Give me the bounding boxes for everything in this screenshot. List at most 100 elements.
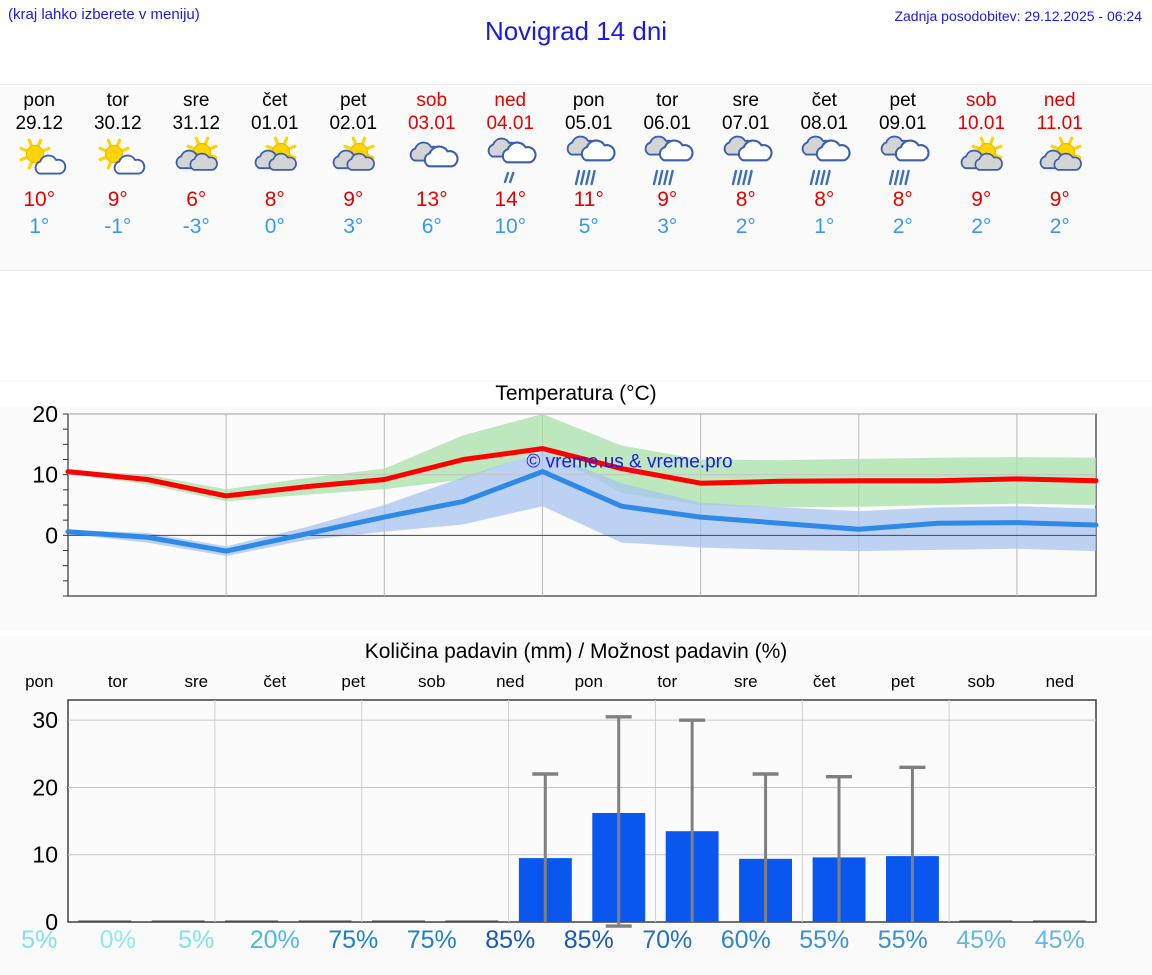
- rain-icon: [550, 135, 629, 186]
- precipitation-probability: 55%: [799, 926, 850, 954]
- precipitation-day-label: sre: [733, 672, 758, 691]
- rain-icon: [707, 135, 786, 186]
- forecast-day-column[interactable]: pon 29.12 10° 1°: [0, 85, 79, 240]
- precipitation-probability: 20%: [249, 926, 300, 954]
- day-temp-min: 3°: [343, 215, 364, 238]
- forecast-day-column[interactable]: pon 05.01 11° 5°: [550, 85, 629, 240]
- day-temp-max: 9°: [107, 188, 128, 211]
- day-name: tor: [106, 90, 129, 111]
- forecast-days-row: pon 29.12 10° 1° tor 30.12 9° -1° sre 31.12 6° -…: [0, 85, 1152, 240]
- precipitation-day-label: tor: [657, 672, 678, 691]
- precipitation-day-label: tor: [107, 672, 128, 691]
- day-temp-max: 6°: [186, 188, 207, 211]
- forecast-day-column[interactable]: pet 09.01 8° 2°: [864, 85, 943, 240]
- page-title: Novigrad 14 dni: [484, 16, 668, 46]
- temperature-plot: 0 10 20 © vreme.us & vreme.pro: [32, 406, 1099, 597]
- precipitation-day-label: čet: [812, 672, 836, 691]
- day-temp-max: 14°: [494, 188, 527, 211]
- sun-cloud-icon: [1021, 136, 1100, 186]
- precipitation-day-label: sre: [184, 672, 209, 691]
- day-date: 02.01: [329, 113, 378, 134]
- precipitation-day-labels: pon tor sre čet pet sob ned pon tor sre čet pet sob n…: [0, 672, 1152, 692]
- day-date: 08.01: [800, 113, 849, 134]
- forecast-day-column[interactable]: sre 31.12 6° -3°: [157, 85, 236, 240]
- temperature-chart: Temperatura (°C) 0 10 20 © vreme.us & vreme…: [0, 380, 1152, 630]
- forecast-day-column[interactable]: sob 03.01 13° 6°: [393, 85, 472, 240]
- precipitation-day-label: čet: [263, 672, 287, 691]
- day-name: sre: [183, 90, 210, 111]
- forecast-day-column[interactable]: čet 08.01 8° 1°: [785, 85, 864, 240]
- menu-hint-text: (kraj lahko izberete v meniju): [8, 6, 200, 23]
- forecast-day-column[interactable]: sre 07.01 8° 2°: [707, 85, 786, 240]
- precipitation-day-label: ned: [1045, 672, 1074, 691]
- day-temp-max: 8°: [892, 188, 913, 211]
- precipitation-probability: 45%: [1034, 926, 1085, 954]
- forecast-strip: pon 29.12 10° 1° tor 30.12 9° -1° sre 31.12 6° -…: [0, 84, 1152, 271]
- day-temp-max: 11°: [573, 188, 604, 211]
- precipitation-day-label: sob: [967, 672, 995, 691]
- svg-text:© vreme.us & vreme.pro: © vreme.us & vreme.pro: [526, 451, 732, 472]
- svg-text:20: 20: [32, 774, 58, 800]
- day-temp-max: 9°: [971, 188, 992, 211]
- day-name: pon: [23, 90, 56, 111]
- precipitation-chart: Količina padavin (mm) / Možnost padavin …: [0, 636, 1152, 975]
- precipitation-probability: 70%: [642, 926, 693, 954]
- precipitation-probability: 75%: [328, 926, 379, 954]
- svg-text:10: 10: [32, 842, 58, 868]
- forecast-day-column[interactable]: tor 06.01 9° 3°: [628, 85, 707, 240]
- day-name: sob: [965, 90, 997, 111]
- precipitation-probability: 0%: [99, 926, 136, 954]
- day-temp-min: 0°: [264, 215, 285, 238]
- day-temp-max: 8°: [814, 188, 835, 211]
- svg-text:30: 30: [32, 707, 58, 733]
- forecast-day-column[interactable]: pet 02.01 9° 3°: [314, 85, 393, 240]
- sun-cloud-icon: [157, 136, 236, 186]
- day-date: 09.01: [878, 113, 927, 134]
- day-date: 06.01: [643, 113, 692, 134]
- precipitation-day-label: sob: [418, 672, 446, 691]
- day-name: ned: [1043, 90, 1076, 111]
- rain-icon: [628, 135, 707, 186]
- day-temp-min: -1°: [104, 215, 132, 238]
- forecast-day-column[interactable]: ned 11.01 9° 2°: [1021, 85, 1100, 240]
- rain-icon: [864, 135, 943, 186]
- day-name: pet: [340, 90, 367, 111]
- day-name: čet: [262, 90, 288, 111]
- sun-small-cloud-icon: [79, 136, 158, 186]
- precipitation-probability: 75%: [406, 926, 457, 954]
- forecast-day-column[interactable]: čet 01.01 8° 0°: [236, 85, 315, 240]
- precipitation-day-label: ned: [496, 672, 525, 691]
- page-header: (kraj lahko izberete v meniju) Novigrad …: [0, 0, 1152, 62]
- day-date: 03.01: [407, 113, 456, 134]
- cloudy-icon: [393, 136, 472, 186]
- precipitation-probability: 85%: [563, 926, 614, 954]
- forecast-day-column[interactable]: sob 10.01 9° 2°: [942, 85, 1021, 240]
- light-rain-icon: [471, 136, 550, 186]
- day-name: pet: [889, 90, 916, 111]
- day-date: 10.01: [957, 113, 1006, 134]
- day-name: sob: [416, 90, 448, 111]
- day-temp-min: 1°: [814, 215, 835, 238]
- precipitation-probability: 5%: [178, 926, 215, 954]
- sun-cloud-icon: [314, 136, 393, 186]
- svg-text:0: 0: [45, 909, 58, 934]
- precipitation-day-label: pet: [890, 672, 915, 691]
- temperature-chart-title: Temperatura (°C): [0, 382, 1152, 406]
- svg-text:20: 20: [32, 406, 58, 427]
- day-name: ned: [494, 90, 527, 111]
- precipitation-day-label: pet: [341, 672, 366, 691]
- day-temp-max: 9°: [657, 188, 678, 211]
- forecast-day-column[interactable]: ned 04.01 14° 10°: [471, 85, 550, 240]
- day-temp-max: 10°: [23, 188, 56, 211]
- day-temp-min: 3°: [657, 215, 678, 238]
- forecast-day-column[interactable]: tor 30.12 9° -1°: [79, 85, 158, 240]
- precipitation-probability: 85%: [485, 926, 536, 954]
- day-temp-min: 2°: [892, 215, 913, 238]
- day-temp-min: 2°: [1049, 215, 1070, 238]
- day-date: 31.12: [172, 113, 221, 134]
- day-temp-max: 13°: [415, 188, 448, 211]
- precipitation-plot: 0 10 20 30: [32, 699, 1097, 934]
- day-temp-min: 2°: [971, 215, 992, 238]
- day-date: 01.01: [250, 113, 299, 134]
- sun-cloud-icon: [236, 136, 315, 186]
